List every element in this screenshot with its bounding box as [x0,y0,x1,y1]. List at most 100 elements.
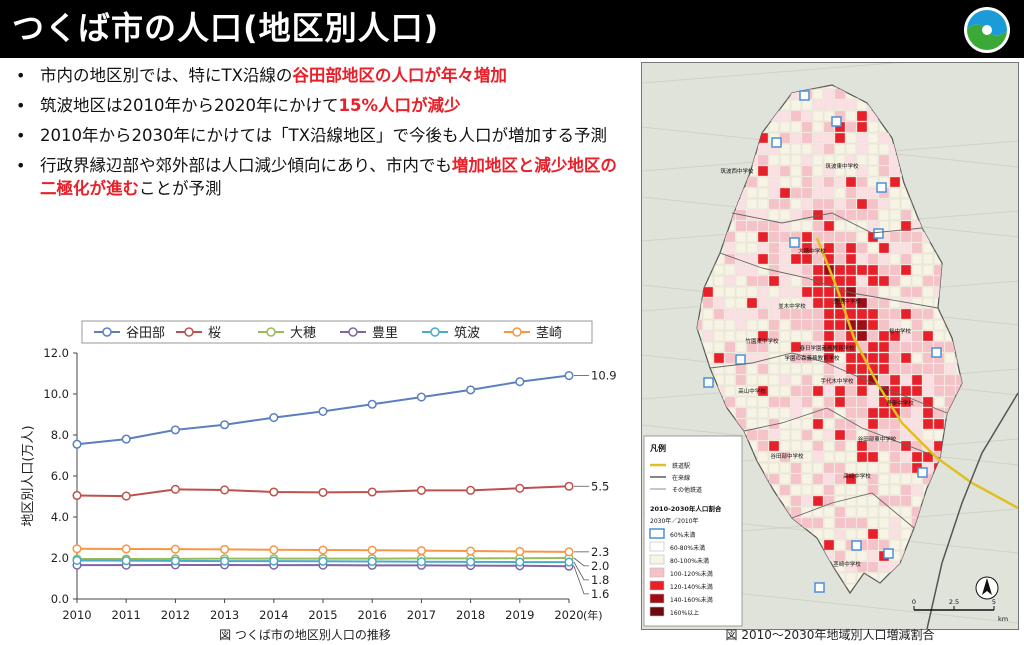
grid-cell [812,341,824,353]
grid-cell [889,374,901,386]
grid-cell [944,374,956,386]
grid-cell [856,319,868,331]
grid-cell [735,308,747,320]
grid-cell [834,506,846,518]
grid-cell [856,374,868,386]
grid-cell [922,396,934,408]
grid-cell [845,352,857,364]
grid-cell [878,418,890,430]
grid-cell [889,165,901,177]
grid-cell [867,143,879,155]
grid-cell [889,418,901,430]
grid-cell [922,308,934,320]
grid-cell [900,275,912,287]
grid-cell [735,286,747,298]
grid-cell [724,396,736,408]
grid-cell [867,297,879,309]
grid-cell [790,352,802,364]
data-point [269,413,279,423]
grid-cell [790,429,802,441]
grid-cell [867,451,879,463]
legend-class-swatch [649,528,665,539]
grid-cell [856,528,868,540]
grid-cell [922,352,934,364]
grid-cell [900,462,912,474]
grid-cell [867,517,879,529]
grid-cell [801,341,813,353]
grid-cell [757,209,769,221]
grid-cell [757,242,769,254]
grid-cell [812,484,824,496]
series-group [72,481,574,501]
grid-cell [790,363,802,375]
data-point [564,557,574,567]
decline-cell [883,548,894,559]
grid-cell [889,176,901,188]
grid-cell [856,165,868,177]
chart-caption: 図 つくば市の地区別人口の推移 [219,628,391,642]
city-logo-icon [964,7,1010,53]
grid-cell [834,154,846,166]
grid-cell [801,121,813,133]
grid-cell [779,253,791,265]
legend-marker [512,327,522,337]
grid-cell [713,363,725,375]
grid-cell [878,484,890,496]
grid-cell [856,462,868,474]
grid-cell [823,187,835,199]
grid-cell [812,253,824,265]
grid-cell [779,374,791,386]
grid-cell [900,440,912,452]
grid-cell [845,396,857,408]
grid-cell [790,385,802,397]
grid-cell [812,319,824,331]
grid-cell [779,231,791,243]
x-tick-label: 2011 [112,608,141,622]
grid-cell [757,341,769,353]
grid-cell [757,352,769,364]
bullet-text: ことが予測 [139,179,222,198]
grid-cell [867,550,879,562]
grid-cell [735,231,747,243]
grid-cell [889,198,901,210]
grid-cell [900,363,912,375]
grid-cell [812,286,824,298]
legend-label: 茎崎 [536,326,562,341]
grid-cell [834,539,846,551]
grid-cell [823,99,835,111]
grid-cell [856,231,868,243]
grid-cell [801,132,813,144]
legend-label: 筑波 [454,325,480,341]
grid-cell [834,473,846,485]
grid-cell [878,220,890,232]
legend-class-label: 160%以上 [670,609,699,617]
grid-cell [922,440,934,452]
decline-cell [799,90,810,101]
grid-cell [922,407,934,419]
grid-cell [834,451,846,463]
grid-cell [867,220,879,232]
grid-cell [867,275,879,287]
grid-cell [911,341,923,353]
grid-cell [735,220,747,232]
grid-cell [779,264,791,276]
data-point [367,487,377,497]
grid-cell [801,220,813,232]
grid-cell [845,561,857,573]
grid-cell [823,253,835,265]
grid-cell [779,308,791,320]
grid-cell [812,363,824,375]
grid-cell [823,484,835,496]
grid-cell [900,374,912,386]
grid-cell [911,330,923,342]
grid-cell [900,429,912,441]
grid-cell [823,242,835,254]
grid-cell [746,352,758,364]
grid-cell [801,198,813,210]
grid-cell [889,319,901,331]
data-point [367,556,377,567]
grid-cell [812,176,824,188]
grid-cell [724,363,736,375]
grid-cell [856,275,868,287]
legend-label: 谷田部 [126,326,165,341]
